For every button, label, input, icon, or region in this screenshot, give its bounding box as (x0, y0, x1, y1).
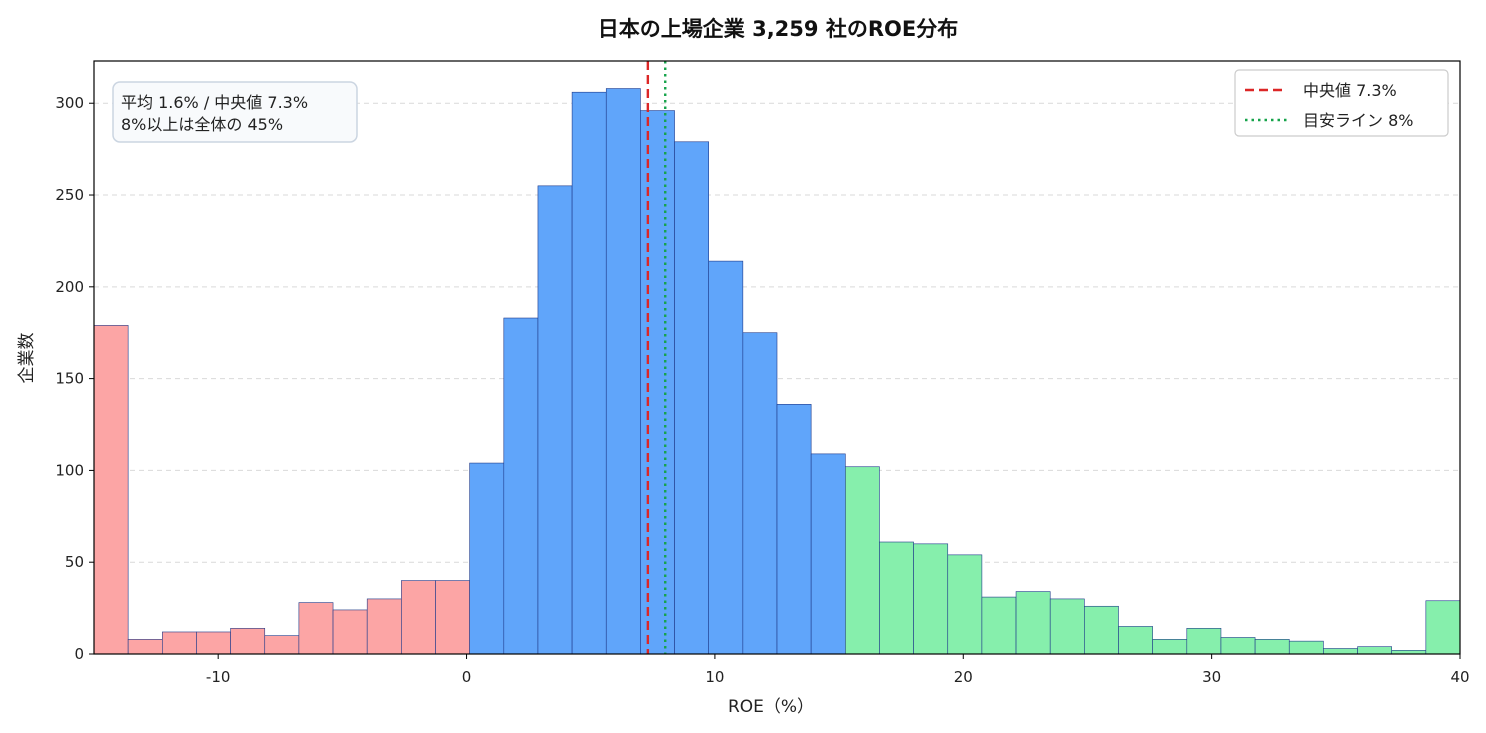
histogram-bar-34 (1254, 639, 1290, 655)
summary-annotation: 平均 1.6% / 中央値 7.3% 8%以上は全体の 45% (112, 81, 358, 143)
chart-title: 日本の上場企業 3,259 社のROE分布 (598, 17, 958, 41)
histogram-bar-5 (264, 635, 300, 655)
histogram-bar-22 (844, 466, 880, 655)
histogram-bar-25 (947, 554, 983, 655)
y-axis-ticks: 0 50 100 150 200 250 300 (55, 94, 94, 663)
histogram-bars (93, 88, 1461, 655)
histogram-bar-30 (1118, 626, 1153, 655)
histogram-bar-21 (810, 453, 846, 655)
histogram-bar-2 (162, 631, 197, 655)
histogram-bar-4 (230, 627, 266, 655)
histogram-bar-31 (1152, 639, 1188, 655)
x-tick-label-4: 30 (1202, 668, 1221, 686)
histogram-bar-13 (537, 185, 573, 655)
histogram-bar-18 (708, 260, 744, 655)
y-tick-label-6: 300 (55, 94, 84, 112)
y-tick-label-1: 50 (65, 553, 84, 571)
histogram-bar-28 (1049, 598, 1085, 655)
histogram-bar-33 (1220, 637, 1256, 655)
x-tick-label-0: -10 (206, 668, 231, 686)
histogram-bar-10 (435, 580, 470, 655)
histogram-bar-1 (127, 639, 163, 655)
annotation-line-2: 8%以上は全体の 45% (121, 115, 283, 134)
histogram-bar-11 (469, 462, 505, 655)
y-tick-label-0: 0 (74, 645, 84, 663)
histogram-bar-39 (1425, 600, 1461, 655)
x-tick-label-3: 20 (954, 668, 973, 686)
histogram-bar-9 (401, 580, 436, 655)
x-axis-label: ROE（%） (728, 697, 814, 717)
histogram-bar-17 (674, 141, 709, 655)
legend: 中央値 7.3% 目安ライン 8% (1234, 69, 1449, 137)
histogram-bar-14 (571, 91, 607, 655)
histogram-bar-32 (1186, 627, 1222, 655)
y-tick-label-2: 100 (55, 461, 84, 479)
legend-box (1234, 69, 1449, 137)
histogram-bar-8 (366, 598, 402, 655)
legend-median-label: 中央値 7.3% (1303, 81, 1397, 100)
histogram-bar-0 (93, 325, 129, 655)
reference-lines (646, 61, 667, 654)
histogram-bar-15 (605, 88, 641, 655)
histogram-bar-19 (742, 332, 778, 655)
x-axis-ticks: -10 0 10 20 30 40 (206, 654, 1470, 686)
histogram-bar-24 (913, 543, 949, 655)
histogram-bar-23 (879, 541, 914, 655)
legend-target-label: 目安ライン 8% (1303, 111, 1413, 130)
y-axis-label: 企業数 (17, 333, 37, 384)
histogram-bar-7 (332, 609, 368, 655)
histogram-bar-35 (1288, 640, 1324, 655)
histogram-bar-12 (503, 317, 539, 655)
y-tick-label-4: 200 (55, 278, 84, 296)
histogram-bar-26 (981, 596, 1017, 655)
y-tick-label-5: 250 (55, 186, 84, 204)
x-tick-label-5: 40 (1450, 668, 1469, 686)
histogram-bar-29 (1084, 605, 1119, 655)
histogram-bar-27 (1015, 591, 1051, 655)
histogram-bar-16 (640, 110, 675, 655)
x-tick-label-1: 0 (462, 668, 472, 686)
histogram-bar-36 (1323, 648, 1358, 655)
y-tick-label-3: 150 (55, 370, 84, 388)
annotation-line-1: 平均 1.6% / 中央値 7.3% (121, 93, 308, 112)
histogram-bar-20 (776, 404, 812, 655)
plot-frame (93, 60, 1461, 655)
annotation-box (112, 81, 358, 143)
histogram-bar-3 (196, 631, 231, 655)
histogram-bar-37 (1357, 646, 1393, 655)
histogram-bar-6 (298, 602, 334, 655)
x-tick-label-2: 10 (705, 668, 724, 686)
